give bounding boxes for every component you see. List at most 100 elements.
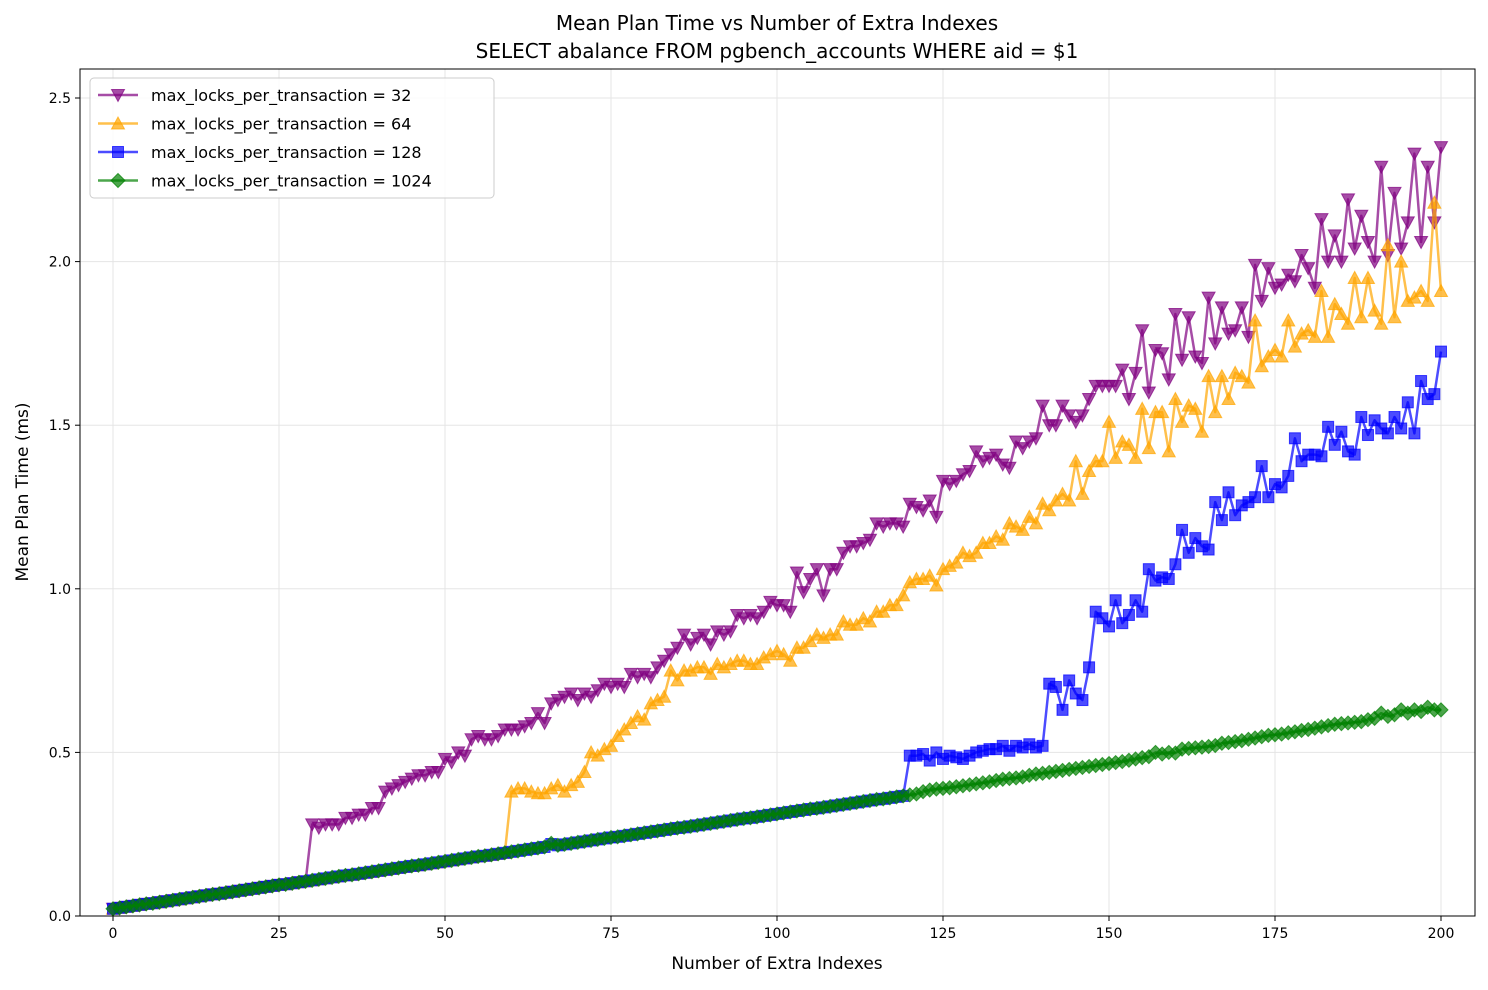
data-point (1142, 563, 1155, 576)
data-point (1373, 316, 1389, 330)
data-point (1314, 283, 1329, 298)
data-point (1021, 509, 1037, 523)
legend-label: max_locks_per_transaction = 32 (151, 86, 411, 106)
data-point (829, 563, 845, 577)
data-point (636, 712, 652, 726)
data-point (1261, 348, 1276, 363)
data-point (570, 694, 586, 708)
data-point (782, 605, 798, 620)
data-point (1036, 739, 1049, 752)
data-point (1162, 572, 1175, 585)
data-point (1280, 312, 1296, 327)
data-point (1202, 543, 1215, 556)
data-point (1307, 329, 1323, 343)
data-point (1400, 216, 1416, 230)
data-point (1121, 437, 1137, 451)
data-point (1427, 195, 1442, 209)
data-point (1307, 281, 1323, 296)
data-point (616, 680, 632, 695)
data-point (703, 638, 718, 652)
data-point (1267, 342, 1283, 356)
data-point (1015, 522, 1031, 536)
data-point (1083, 661, 1096, 674)
data-point (1255, 460, 1268, 473)
data-point (1380, 237, 1396, 252)
data-point (948, 555, 964, 569)
data-point (1320, 255, 1336, 270)
data-point (431, 766, 446, 780)
data-point (929, 577, 944, 592)
y-tick-label: 2.5 (49, 91, 71, 107)
data-point (1096, 612, 1109, 625)
data-point (1108, 379, 1123, 394)
data-point (1174, 414, 1190, 428)
data-point (590, 684, 606, 698)
data-point (670, 641, 685, 656)
data-point (723, 625, 738, 639)
data-point (1121, 393, 1137, 407)
data-point (676, 628, 692, 643)
data-point (1154, 404, 1170, 419)
data-point (1209, 496, 1222, 509)
data-point (1247, 258, 1263, 273)
data-point (1340, 193, 1356, 207)
data-point (1433, 283, 1449, 298)
data-point (1415, 375, 1428, 388)
data-point (1056, 703, 1069, 716)
data-point (1134, 324, 1150, 338)
data-point (457, 749, 473, 764)
data-point (1315, 450, 1328, 463)
data-point (802, 633, 818, 648)
data-point (1320, 329, 1336, 343)
data-point (1413, 235, 1429, 250)
data-point (1435, 345, 1447, 358)
data-point (1327, 229, 1343, 243)
data-point (1334, 306, 1349, 320)
data-point (836, 546, 851, 561)
data-point (1322, 420, 1335, 433)
data-point (1154, 347, 1170, 361)
data-point (756, 605, 772, 620)
data-point (570, 774, 586, 788)
y-axis: 0.0 0.5 1.0 1.5 2.0 2.5 (49, 91, 80, 925)
data-point (796, 586, 811, 600)
legend-marker (110, 89, 126, 103)
data-point (1168, 307, 1183, 322)
data-point (1116, 617, 1129, 630)
data-point (1335, 425, 1348, 438)
data-point (1300, 322, 1316, 337)
data-point (590, 748, 606, 762)
data-point (1280, 268, 1296, 283)
y-tick-label: 1.5 (49, 418, 71, 434)
data-point (929, 510, 944, 525)
data-point (776, 599, 791, 613)
data-point (749, 612, 765, 626)
data-point (1174, 353, 1190, 368)
chart-title: Mean Plan Time vs Number of Extra Indexe… (556, 11, 998, 35)
data-point (1254, 294, 1270, 309)
data-point (603, 738, 619, 752)
y-tick-label: 1.0 (49, 582, 71, 598)
data-point (982, 535, 997, 549)
data-point (656, 654, 672, 669)
data-point (995, 532, 1011, 546)
y-tick-label: 0.0 (49, 909, 71, 925)
data-point (623, 715, 639, 729)
data-point (530, 707, 546, 721)
data-point (1420, 160, 1436, 175)
legend-box (89, 77, 495, 199)
series-layer (105, 141, 1449, 917)
data-point (1128, 450, 1143, 464)
data-point (922, 568, 938, 582)
data-point (1274, 348, 1289, 363)
data-point (1161, 373, 1177, 387)
x-tick-label: 25 (270, 926, 288, 942)
chart-subtitle: SELECT abalance FROM pgbench_accounts WH… (476, 39, 1079, 63)
data-point (1373, 160, 1389, 175)
data-point (1347, 270, 1363, 284)
data-point (1433, 141, 1449, 155)
data-point (616, 721, 632, 736)
data-point (968, 545, 984, 559)
data-point (1282, 469, 1295, 482)
